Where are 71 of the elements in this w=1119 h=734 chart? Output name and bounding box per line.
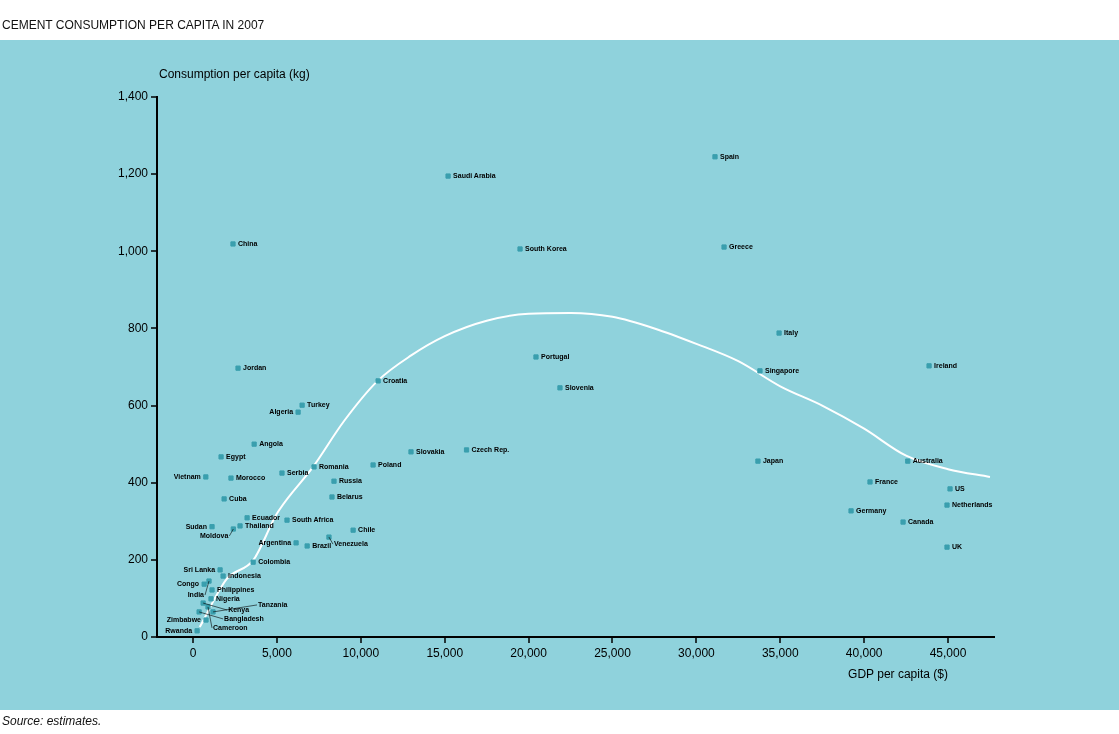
point [235, 365, 241, 371]
point [244, 515, 250, 521]
point [284, 517, 290, 523]
y-tick-label: 0 [141, 629, 149, 644]
point [250, 559, 256, 565]
x-tick-label: 45,000 [929, 645, 967, 660]
x-axis-title: GDP per capita ($) [848, 667, 948, 682]
y-axis-title: Consumption per capita (kg) [159, 67, 310, 82]
point [304, 543, 310, 549]
point [217, 567, 223, 573]
point [208, 596, 214, 602]
point [463, 447, 470, 453]
point [408, 449, 414, 455]
point [293, 540, 299, 546]
point [926, 363, 932, 369]
point [251, 441, 257, 447]
point [905, 458, 911, 464]
point [331, 478, 337, 484]
point [350, 527, 356, 533]
point [221, 496, 227, 502]
source-note: Source: estimates. [2, 714, 102, 728]
x-tick-label: 30,000 [678, 645, 716, 660]
point [944, 502, 950, 508]
point [867, 479, 873, 485]
point [445, 173, 451, 179]
chart-title: CEMENT CONSUMPTION PER CAPITA IN 2007 [2, 18, 265, 32]
point [209, 587, 215, 593]
point [375, 378, 381, 384]
point [776, 330, 782, 336]
point [299, 402, 305, 408]
point [218, 454, 224, 460]
point [757, 368, 763, 374]
point [201, 581, 207, 587]
point [712, 154, 718, 160]
point [194, 628, 200, 634]
point [755, 458, 761, 464]
point [533, 354, 539, 360]
y-tick-label: 600 [127, 397, 149, 412]
point [517, 246, 523, 252]
y-tick-label: 800 [127, 320, 149, 335]
point [370, 462, 376, 468]
point [557, 385, 563, 391]
x-tick-label: 0 [189, 645, 197, 660]
x-tick-label: 25,000 [594, 645, 632, 660]
point [220, 573, 226, 579]
point [203, 617, 209, 623]
point [203, 474, 209, 480]
point [230, 241, 236, 247]
x-tick-label: 10,000 [342, 645, 380, 660]
x-tick-label: 15,000 [426, 645, 464, 660]
y-tick-label: 1,000 [117, 243, 149, 258]
y-tick-label: 200 [127, 552, 149, 567]
x-tick-label: 20,000 [510, 645, 548, 660]
point [944, 544, 950, 550]
point [311, 464, 317, 470]
point [947, 486, 953, 492]
x-tick-label: 5,000 [261, 645, 293, 660]
point [209, 524, 215, 530]
point [721, 244, 727, 250]
point [237, 523, 243, 529]
point [900, 519, 906, 525]
y-tick-label: 1,200 [117, 166, 149, 181]
point [295, 409, 301, 415]
point [279, 470, 285, 476]
point [228, 475, 234, 481]
point [848, 508, 854, 514]
x-tick-label: 35,000 [761, 645, 799, 660]
y-tick-label: 1,400 [117, 89, 149, 104]
point [329, 494, 335, 500]
x-tick-label: 40,000 [845, 645, 883, 660]
y-tick-label: 400 [127, 475, 149, 490]
